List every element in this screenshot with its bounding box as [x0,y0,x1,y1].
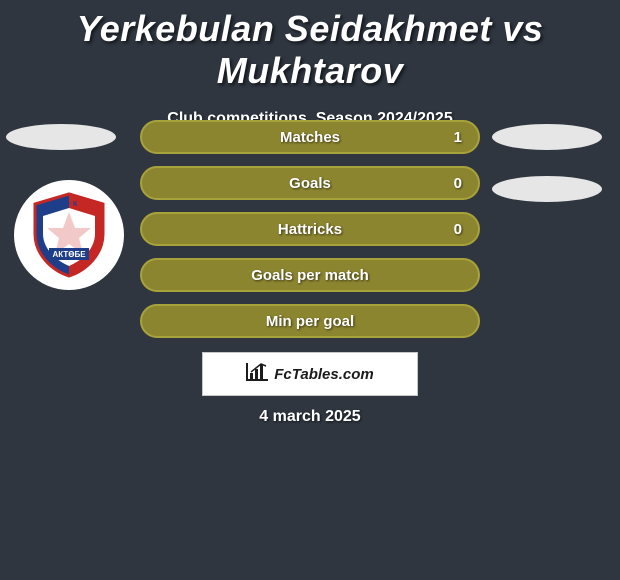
player-right-placeholder-1 [492,124,602,150]
stat-row-hattricks: Hattricks 0 [140,212,480,246]
stat-row-goals-per-match: Goals per match [140,258,480,292]
stat-value: 0 [454,175,462,192]
stat-label: Min per goal [266,313,354,330]
svg-text:Ф · К: Ф · К [61,201,78,208]
brand-text: FcTables.com [274,366,373,383]
stat-value: 1 [454,129,462,146]
stat-label: Matches [280,129,340,146]
player-right-placeholder-2 [492,176,602,202]
stat-label: Hattricks [278,221,342,238]
stats-container: Matches 1 Goals 0 Hattricks 0 Goals per … [140,120,480,350]
stat-value: 0 [454,221,462,238]
stat-label: Goals per match [251,267,369,284]
page-title: Yerkebulan Seidakhmet vs Mukhtarov [0,0,620,92]
footer-date: 4 march 2025 [0,408,620,426]
stat-row-goals: Goals 0 [140,166,480,200]
player-left-placeholder [6,124,116,150]
stat-row-matches: Matches 1 [140,120,480,154]
team-badge: Ф · К АКТӨБЕ [14,180,124,290]
brand-box[interactable]: FcTables.com [202,352,418,396]
stat-row-min-per-goal: Min per goal [140,304,480,338]
svg-text:АКТӨБЕ: АКТӨБЕ [52,250,86,259]
stat-label: Goals [289,175,331,192]
team-badge-shield: Ф · К АКТӨБЕ [31,192,107,278]
bar-chart-icon [246,363,268,386]
